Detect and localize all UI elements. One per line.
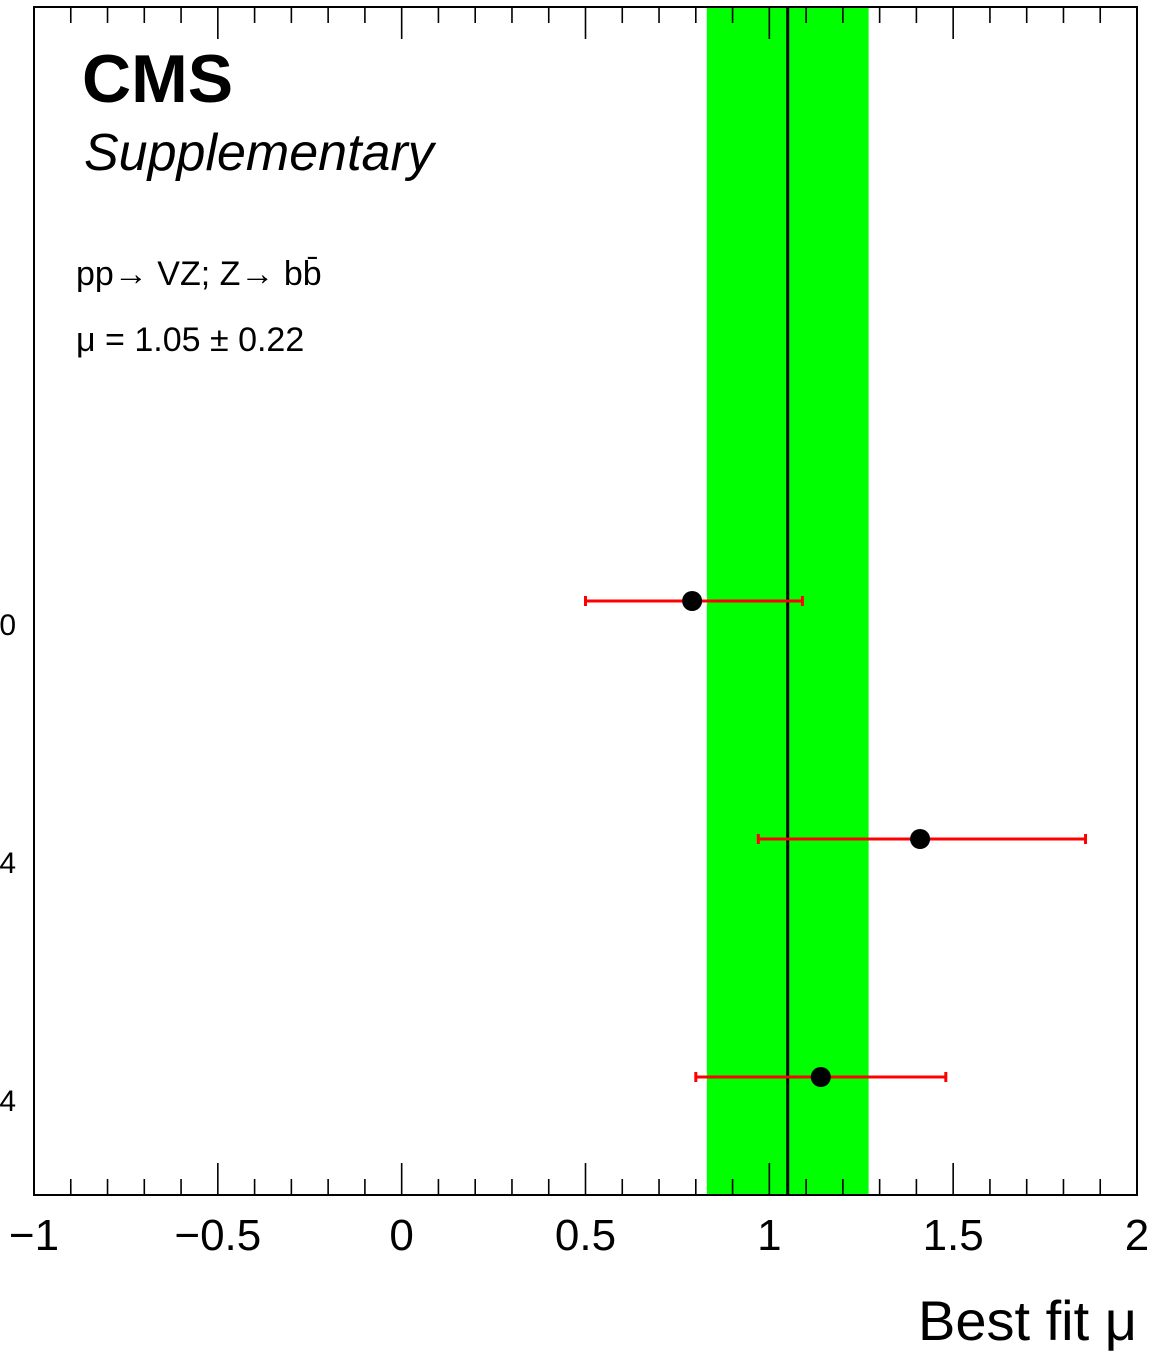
category-label: 4 [0, 847, 16, 880]
x-tick-label: 0.5 [555, 1211, 616, 1260]
category-label: 0 [0, 609, 16, 642]
x-axis-label: Best fit μ [918, 1289, 1137, 1352]
x-tick-label: 2 [1125, 1211, 1149, 1260]
data-points [584, 591, 1088, 1087]
category-label: 4 [0, 1085, 16, 1118]
process-annotation: pp→ VZ; Z→ bb̄ [76, 255, 322, 293]
data-point [682, 591, 703, 611]
x-tick-label: −1 [9, 1211, 59, 1260]
cms-title: CMS [82, 41, 233, 117]
axis-tick-labels: −1 −0.5 0 0.5 1 1.5 2 [9, 1211, 1149, 1260]
data-point [810, 1067, 831, 1087]
x-tick-label: −0.5 [174, 1211, 261, 1260]
x-tick-label: 1.5 [923, 1211, 984, 1260]
plot-frame [33, 6, 1138, 1196]
x-tick-label: 0 [389, 1211, 413, 1260]
x-tick-label: 1 [757, 1211, 781, 1260]
category-labels: 0 4 4 [0, 609, 16, 1118]
supplementary-subtitle: Supplementary [84, 124, 437, 182]
mu-annotation: μ = 1.05 ± 0.22 [76, 321, 304, 359]
data-point [910, 829, 931, 849]
